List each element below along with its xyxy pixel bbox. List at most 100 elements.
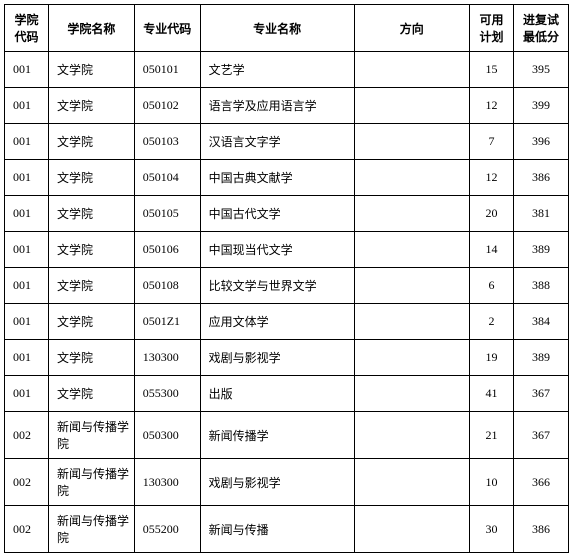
cell-direction — [354, 506, 469, 553]
cell-major-code: 050108 — [134, 268, 200, 304]
cell-score: 396 — [513, 124, 568, 160]
cell-college-name: 文学院 — [48, 304, 134, 340]
cell-score: 381 — [513, 196, 568, 232]
cell-score: 366 — [513, 459, 568, 506]
cell-plan: 14 — [470, 232, 514, 268]
header-major-name: 专业名称 — [200, 5, 354, 52]
cell-direction — [354, 412, 469, 459]
cell-major-code: 050101 — [134, 52, 200, 88]
table-row: 002新闻与传播学院130300戏剧与影视学 10366 — [5, 459, 569, 506]
cell-college-name: 文学院 — [48, 376, 134, 412]
table-row: 001文学院050104中国古典文献学12386 — [5, 160, 569, 196]
table-row: 001文学院055300出版41367 — [5, 376, 569, 412]
cell-college-code: 002 — [5, 412, 49, 459]
cell-college-code: 002 — [5, 459, 49, 506]
cell-college-code: 001 — [5, 268, 49, 304]
table-row: 001文学院050102语言学及应用语言学12399 — [5, 88, 569, 124]
admissions-table: 学院代码 学院名称 专业代码 专业名称 方向 可用计划 进复试最低分 001文学… — [4, 4, 569, 553]
cell-college-name: 文学院 — [48, 124, 134, 160]
cell-major-code: 050103 — [134, 124, 200, 160]
cell-score: 399 — [513, 88, 568, 124]
cell-major-name: 新闻与传播 — [200, 506, 354, 553]
cell-direction — [354, 340, 469, 376]
cell-college-name: 文学院 — [48, 196, 134, 232]
cell-direction — [354, 376, 469, 412]
cell-major-code: 050300 — [134, 412, 200, 459]
cell-score: 388 — [513, 268, 568, 304]
cell-major-name: 汉语言文字学 — [200, 124, 354, 160]
cell-college-name: 新闻与传播学院 — [48, 506, 134, 553]
cell-college-code: 001 — [5, 196, 49, 232]
cell-direction — [354, 124, 469, 160]
cell-score: 386 — [513, 160, 568, 196]
cell-score: 389 — [513, 340, 568, 376]
cell-college-code: 001 — [5, 304, 49, 340]
table-row: 001文学院050106中国现当代文学14389 — [5, 232, 569, 268]
cell-college-code: 002 — [5, 506, 49, 553]
cell-score: 367 — [513, 376, 568, 412]
cell-major-name: 应用文体学 — [200, 304, 354, 340]
cell-major-code: 050105 — [134, 196, 200, 232]
cell-major-name: 文艺学 — [200, 52, 354, 88]
cell-major-code: 130300 — [134, 340, 200, 376]
cell-college-code: 001 — [5, 340, 49, 376]
cell-college-name: 新闻与传播学院 — [48, 459, 134, 506]
table-row: 002新闻与传播学院055200新闻与传播 30386 — [5, 506, 569, 553]
cell-direction — [354, 304, 469, 340]
cell-major-name: 比较文学与世界文学 — [200, 268, 354, 304]
cell-plan: 10 — [470, 459, 514, 506]
header-major-code: 专业代码 — [134, 5, 200, 52]
cell-college-code: 001 — [5, 160, 49, 196]
cell-major-code: 055200 — [134, 506, 200, 553]
cell-college-code: 001 — [5, 124, 49, 160]
cell-plan: 12 — [470, 160, 514, 196]
cell-plan: 41 — [470, 376, 514, 412]
cell-major-code: 050106 — [134, 232, 200, 268]
table-body: 001文学院050101文艺学15395001文学院050102语言学及应用语言… — [5, 52, 569, 553]
cell-college-code: 001 — [5, 232, 49, 268]
cell-college-code: 001 — [5, 376, 49, 412]
cell-direction — [354, 52, 469, 88]
cell-major-name: 中国现当代文学 — [200, 232, 354, 268]
table-row: 002新闻与传播学院050300新闻传播学21367 — [5, 412, 569, 459]
header-college-name: 学院名称 — [48, 5, 134, 52]
cell-major-code: 0501Z1 — [134, 304, 200, 340]
cell-score: 389 — [513, 232, 568, 268]
cell-plan: 15 — [470, 52, 514, 88]
cell-direction — [354, 196, 469, 232]
header-plan: 可用计划 — [470, 5, 514, 52]
cell-major-code: 130300 — [134, 459, 200, 506]
cell-college-name: 文学院 — [48, 268, 134, 304]
cell-direction — [354, 160, 469, 196]
cell-major-code: 050104 — [134, 160, 200, 196]
header-college-code: 学院代码 — [5, 5, 49, 52]
table-row: 001文学院050105中国古代文学20381 — [5, 196, 569, 232]
cell-score: 367 — [513, 412, 568, 459]
header-row: 学院代码 学院名称 专业代码 专业名称 方向 可用计划 进复试最低分 — [5, 5, 569, 52]
cell-college-name: 文学院 — [48, 88, 134, 124]
cell-direction — [354, 88, 469, 124]
header-direction: 方向 — [354, 5, 469, 52]
cell-major-code: 055300 — [134, 376, 200, 412]
cell-plan: 2 — [470, 304, 514, 340]
cell-college-name: 新闻与传播学院 — [48, 412, 134, 459]
cell-direction — [354, 459, 469, 506]
cell-plan: 12 — [470, 88, 514, 124]
cell-college-code: 001 — [5, 88, 49, 124]
cell-college-name: 文学院 — [48, 52, 134, 88]
table-row: 001文学院130300戏剧与影视学19389 — [5, 340, 569, 376]
table-row: 001文学院050103汉语言文字学 7396 — [5, 124, 569, 160]
cell-score: 386 — [513, 506, 568, 553]
table-row: 001文学院0501Z1应用文体学2384 — [5, 304, 569, 340]
cell-college-code: 001 — [5, 52, 49, 88]
cell-plan: 30 — [470, 506, 514, 553]
cell-major-name: 语言学及应用语言学 — [200, 88, 354, 124]
table-row: 001文学院050101文艺学15395 — [5, 52, 569, 88]
header-score: 进复试最低分 — [513, 5, 568, 52]
cell-major-name: 中国古代文学 — [200, 196, 354, 232]
cell-direction — [354, 232, 469, 268]
cell-major-name: 新闻传播学 — [200, 412, 354, 459]
cell-major-name: 戏剧与影视学 — [200, 459, 354, 506]
cell-plan: 7 — [470, 124, 514, 160]
cell-major-name: 戏剧与影视学 — [200, 340, 354, 376]
